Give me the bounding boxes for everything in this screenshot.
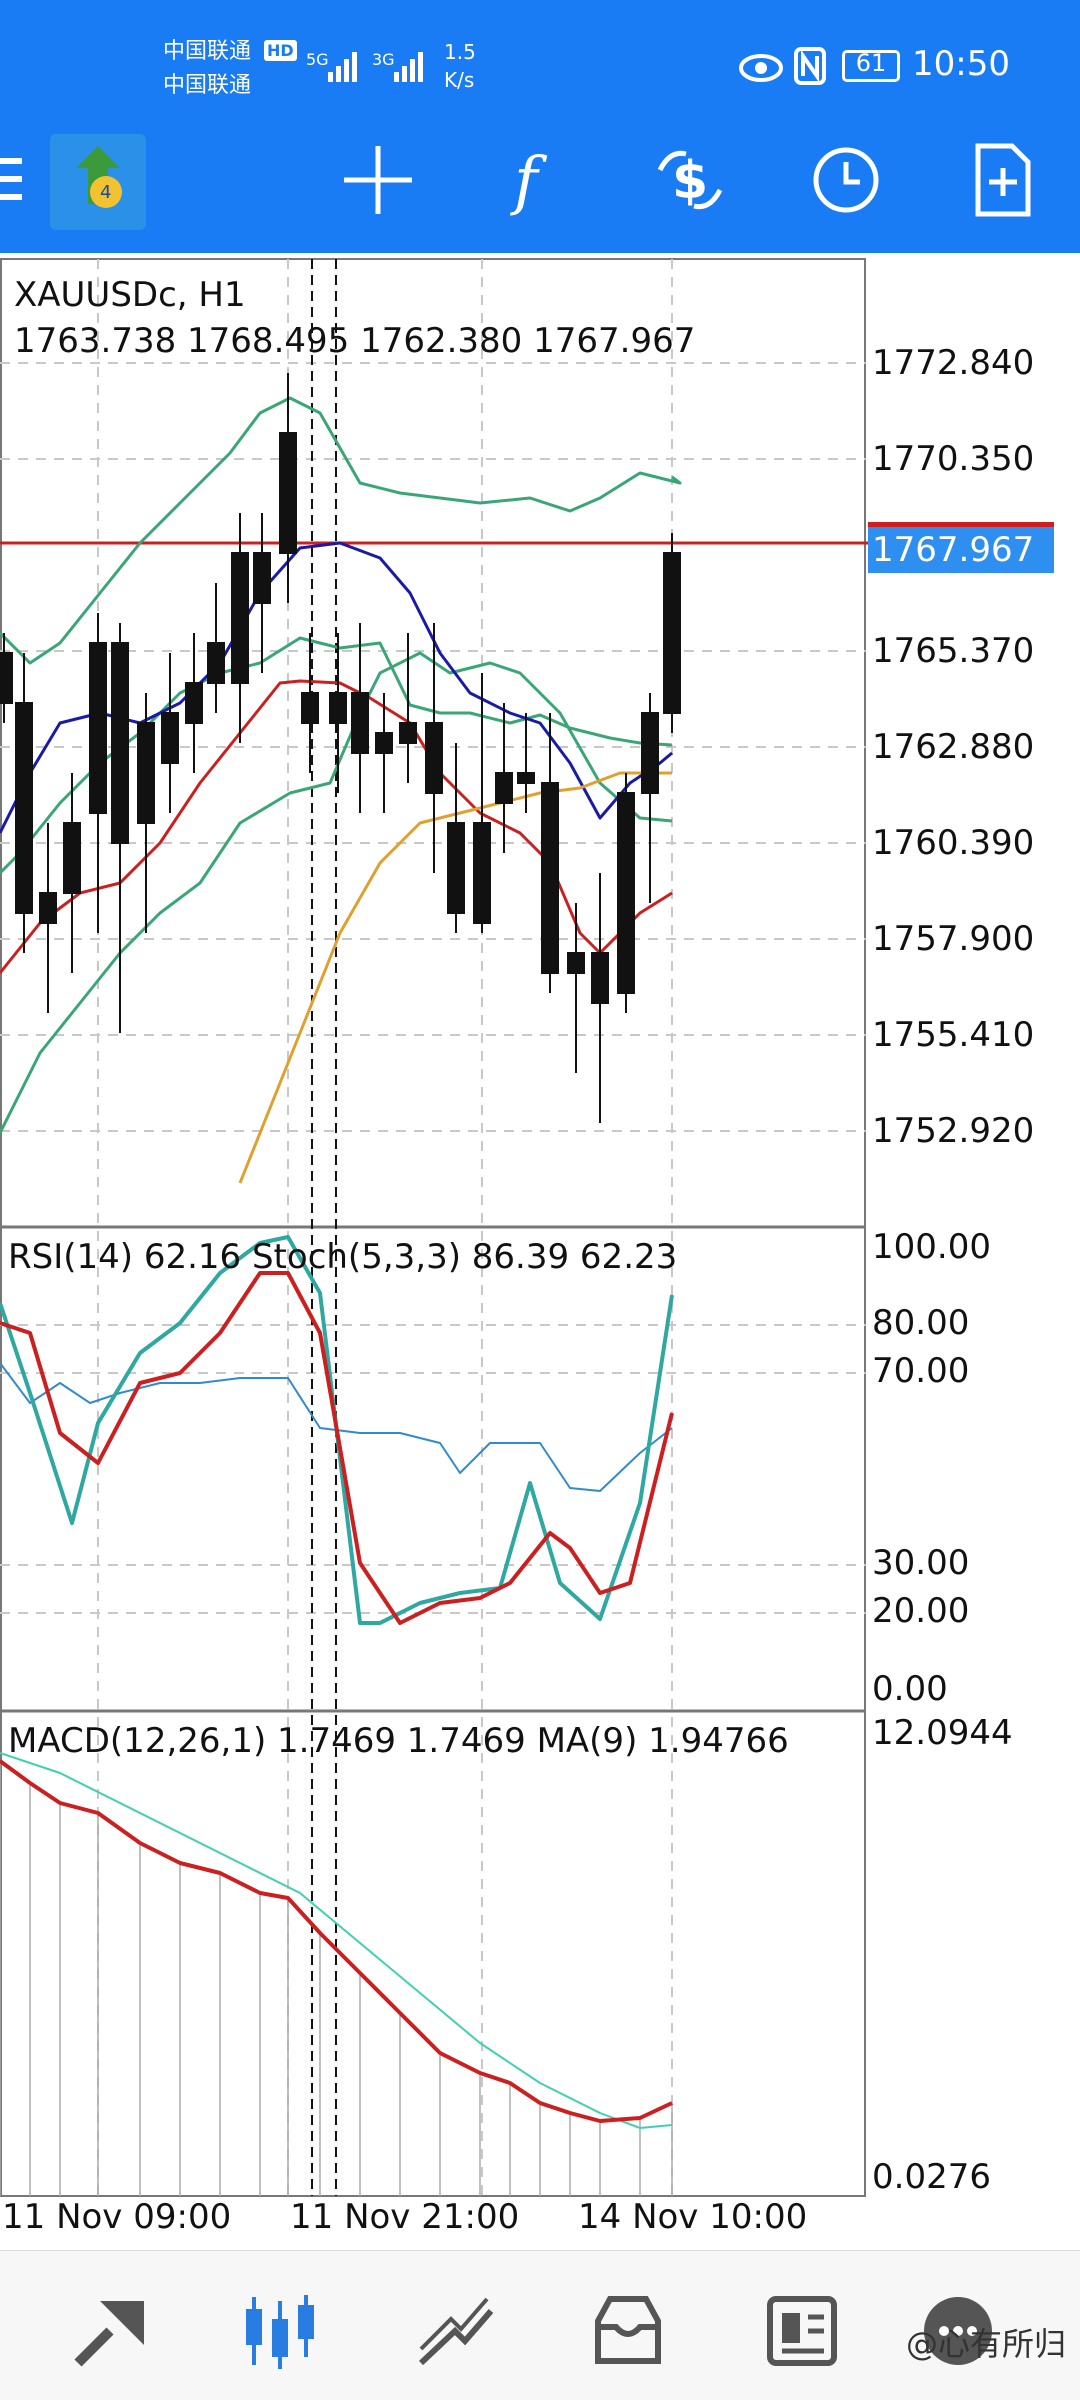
candle-body	[567, 952, 585, 974]
candle-body	[39, 892, 57, 924]
macd-tick: 0.0276	[872, 2157, 991, 2197]
ma-slow-line	[238, 771, 672, 1184]
signal-bars-2-icon	[394, 52, 423, 82]
history-icon[interactable]	[588, 2291, 668, 2371]
battery-level: 61	[855, 49, 887, 77]
menu-icon[interactable]	[0, 150, 32, 210]
signal-bars-1-icon	[328, 52, 357, 82]
hd-badge: HD	[264, 40, 297, 61]
svg-text:4: 4	[100, 182, 111, 203]
symbol-timeframe-label: XAUUSDc, H1	[14, 275, 246, 315]
carrier-1: 中国联通	[163, 39, 252, 64]
candle-body	[185, 682, 203, 724]
candle-body	[253, 552, 271, 604]
candle-body	[137, 722, 155, 824]
news-icon[interactable]	[762, 2291, 842, 2371]
macd-main-line	[0, 1759, 673, 2123]
candle-body	[447, 822, 465, 914]
timeframe-clock-icon[interactable]	[806, 140, 886, 220]
indicators-icon[interactable]: f	[492, 140, 572, 220]
top-bar: 中国联通 HD 中国联通 5G 3G 1.5 K/s 61 10:50 4 f	[0, 0, 1080, 253]
candle-body	[279, 432, 297, 554]
candle-body	[63, 822, 81, 894]
candle-body	[591, 952, 609, 1004]
price-tick: 1755.410	[872, 1015, 1035, 1055]
candle-body	[329, 692, 347, 724]
osc-tick: 100.00	[872, 1227, 991, 1267]
candle-body	[351, 692, 369, 754]
osc-tick: 0.00	[872, 1669, 948, 1709]
time-tick: 14 Nov 10:00	[578, 2197, 808, 2237]
speed-unit: K/s	[444, 68, 475, 92]
candle-body	[231, 552, 249, 684]
candle-body	[375, 732, 393, 754]
candle-body	[399, 722, 417, 744]
clock: 10:50	[912, 44, 1010, 84]
price-tick: 1772.840	[872, 343, 1035, 383]
symbol-change-icon[interactable]: $	[650, 140, 730, 220]
stoch-signal-line	[0, 1271, 674, 1625]
price-tick: 1760.390	[872, 823, 1035, 863]
osc-tick: 20.00	[872, 1591, 970, 1631]
carrier-2: 中国联通	[163, 73, 252, 98]
app-logo-icon[interactable]: 4	[50, 134, 146, 230]
candle-body	[89, 642, 107, 814]
osc-tick: 70.00	[872, 1351, 970, 1391]
watermark: @心有所归	[905, 2325, 1066, 2363]
osc-tick: 30.00	[872, 1543, 970, 1583]
eye-comfort-icon	[739, 54, 783, 82]
candle-body	[207, 642, 225, 684]
trade-icon[interactable]	[415, 2291, 495, 2371]
price-tick: 1757.900	[872, 919, 1035, 959]
chart-area[interactable]: XAUUSDc, H1 1763.738 1768.495 1762.380 1…	[0, 253, 1080, 2250]
bollinger-upper-line	[0, 396, 682, 665]
new-order-icon[interactable]	[962, 140, 1042, 220]
candle-body	[161, 712, 179, 764]
battery-icon: 61	[842, 49, 900, 82]
candle-body	[0, 652, 13, 704]
chart-canvas[interactable]	[0, 253, 1080, 2250]
candle-body	[617, 792, 635, 994]
svg-text:$: $	[672, 151, 708, 211]
candle-body	[641, 712, 659, 794]
candle-body	[15, 702, 33, 914]
bottom-nav: @心有所归	[0, 2250, 1080, 2400]
crosshair-icon[interactable]	[338, 140, 418, 220]
rsi-line	[0, 1362, 673, 1492]
time-tick: 11 Nov 21:00	[290, 2197, 520, 2237]
osc-tick: 80.00	[872, 1303, 970, 1343]
price-tick: 1765.370	[872, 631, 1035, 671]
current-price-tag: 1767.967	[868, 527, 1054, 573]
quotes-icon[interactable]	[70, 2291, 150, 2371]
macd-signal-line	[0, 1752, 673, 2129]
network-1: 5G	[306, 50, 329, 69]
network-2: 3G	[372, 50, 395, 69]
messages-icon[interactable]	[918, 2291, 998, 2371]
time-tick: 11 Nov 09:00	[2, 2197, 232, 2237]
macd-label: MACD(12,26,1) 1.7469 1.7469 MA(9) 1.9476…	[8, 1721, 789, 1761]
candle-body	[473, 822, 491, 924]
svg-text:f: f	[510, 144, 548, 218]
candle-body	[663, 552, 681, 714]
rsi-stoch-label: RSI(14) 62.16 Stoch(5,3,3) 86.39 62.23	[8, 1237, 678, 1277]
chart-icon[interactable]	[240, 2291, 320, 2371]
candle-body	[495, 772, 513, 804]
price-tick: 1762.880	[872, 727, 1035, 767]
nfc-icon	[794, 47, 826, 85]
candle-body	[517, 772, 535, 784]
candle-body	[111, 642, 129, 844]
candle-body	[541, 782, 559, 974]
macd-tick: 12.0944	[872, 1713, 1013, 1753]
price-tick: 1752.920	[872, 1111, 1035, 1151]
candle-body	[425, 722, 443, 794]
ohlc-label: 1763.738 1768.495 1762.380 1767.967	[14, 321, 696, 361]
candle-body	[301, 692, 319, 724]
price-tick: 1770.350	[872, 439, 1035, 479]
speed-value: 1.5	[444, 40, 476, 64]
